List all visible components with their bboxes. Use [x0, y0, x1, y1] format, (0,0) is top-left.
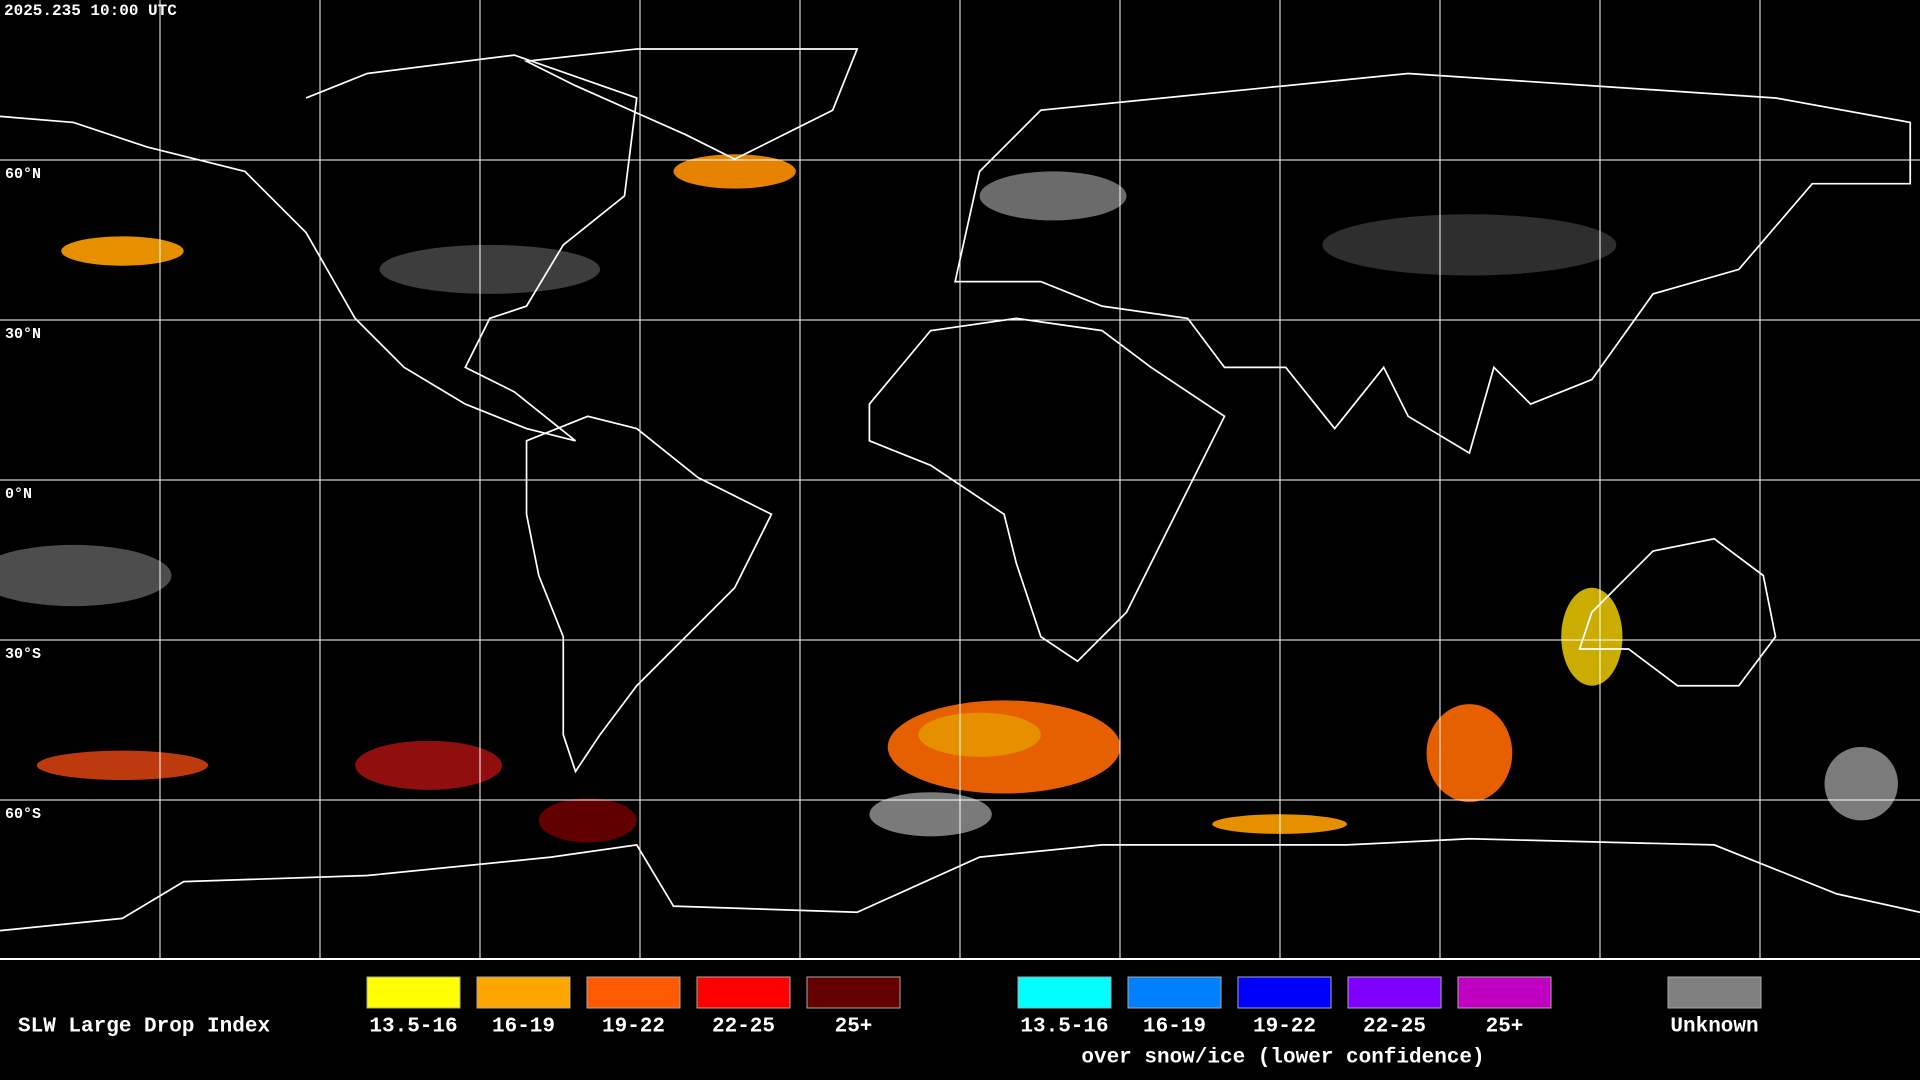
legend-swatch [1237, 976, 1332, 1009]
legend-label: 16-19 [1143, 1016, 1206, 1039]
cloud-blob [1322, 214, 1617, 276]
legend-label: 16-19 [492, 1016, 555, 1039]
cloud-blob [1561, 587, 1623, 686]
timestamp: 2025.235 10:00 UTC [4, 2, 177, 20]
coastline [1578, 537, 1777, 687]
legend-swatch [1457, 976, 1552, 1009]
cloud-blob [538, 798, 637, 843]
latitude-label: 0°N [5, 486, 32, 503]
legend-label: 22-25 [712, 1016, 775, 1039]
legend-swatch [1017, 976, 1112, 1009]
legend-swatch [476, 976, 571, 1009]
cloud-blob [0, 544, 172, 607]
graticule: 60°N 30°N 0°N 30°S 60°S [0, 0, 1920, 958]
legend-label: Unknown [1670, 1016, 1758, 1039]
cloud-blob [36, 750, 209, 781]
legend-swatch [586, 976, 681, 1009]
coastlines [0, 48, 1920, 932]
cloud-blob [979, 171, 1127, 221]
latitude-label: 30°N [5, 326, 41, 343]
coastline [954, 72, 1912, 455]
legend-swatch [1667, 976, 1762, 1009]
cloud-blob [355, 740, 503, 790]
legend-label: 13.5-16 [369, 1016, 457, 1039]
latitude-label: 60°N [5, 166, 41, 183]
legend-swatch [1347, 976, 1442, 1009]
legend-swatch [1127, 976, 1222, 1009]
legend-label: 19-22 [602, 1016, 665, 1039]
legend-label: 19-22 [1253, 1016, 1316, 1039]
coastline [523, 48, 859, 161]
cloud-blob [673, 154, 796, 189]
coastline [868, 317, 1226, 663]
legend-divider [0, 958, 1920, 960]
coastline [525, 415, 773, 774]
legend-label: 22-25 [1363, 1016, 1426, 1039]
legend: 13.5-16 16-19 19-22 22-25 25+ 13.5-16 16-19 19-… [366, 976, 1762, 1039]
cloud-blob [1426, 704, 1513, 803]
cloud-blob [379, 244, 601, 294]
legend-swatch [806, 976, 901, 1009]
cloud-fields [0, 154, 1898, 843]
coastline [0, 837, 1920, 932]
cloud-blob [1824, 746, 1898, 821]
coastline [0, 54, 638, 442]
legend-title: SLW Large Drop Index [18, 1016, 270, 1039]
latitude-label: 30°S [5, 646, 41, 663]
legend-label: 25+ [835, 1016, 873, 1039]
cloud-blob [869, 792, 992, 837]
legend-swatch [366, 976, 461, 1009]
latitude-label: 60°S [5, 806, 41, 823]
legend-swatch [696, 976, 791, 1009]
snow-ice-note: over snow/ice (lower confidence) [1081, 1047, 1484, 1070]
cloud-blob [61, 236, 184, 266]
legend-label: 13.5-16 [1020, 1016, 1108, 1039]
legend-label: 25+ [1486, 1016, 1524, 1039]
cloud-blob [918, 712, 1041, 757]
